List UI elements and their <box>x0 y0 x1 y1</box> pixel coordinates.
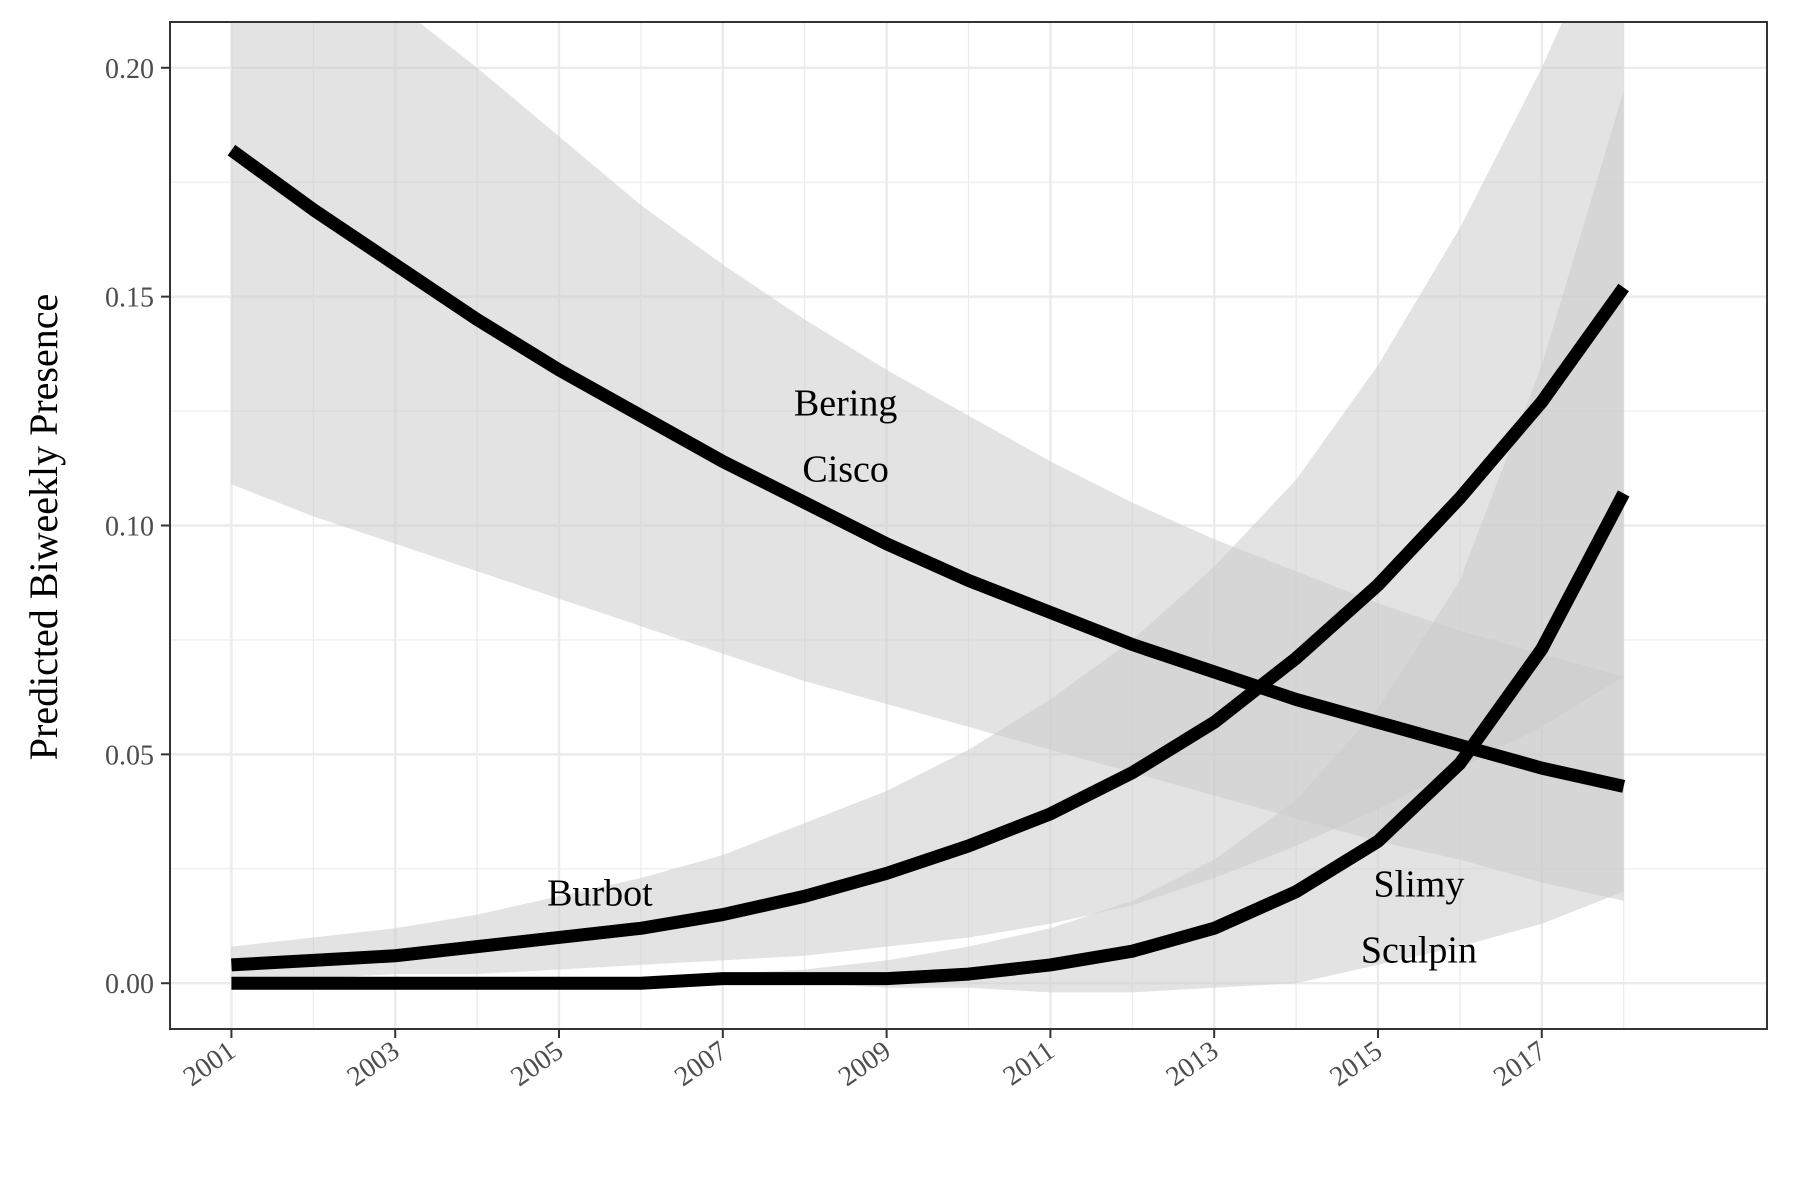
burbot-line <box>231 283 1629 972</box>
slimy-sculpin-label-line: Slimy <box>1374 863 1465 905</box>
y-tick-label: 0.20 <box>105 54 154 85</box>
bering-cisco-label-line: Bering <box>794 383 897 425</box>
y-axis-title: Predicted Biweekly Presence <box>21 294 66 761</box>
bering-cisco-label: Bering Cisco <box>794 383 897 491</box>
slimy-sculpin-line <box>231 490 1630 990</box>
burbot-label-line: Burbot <box>547 872 653 914</box>
burbot-label: Burbot <box>547 872 653 914</box>
series-labels: Bering Cisco Burbot Slimy Sculpin <box>547 383 1477 972</box>
y-tick-label: 0.05 <box>105 740 154 771</box>
y-tick-label: 0.10 <box>105 512 154 543</box>
series-lines <box>227 144 1630 990</box>
y-tick-label: 0.15 <box>105 283 154 314</box>
y-axis: 0.00 0.05 0.10 0.15 0.20 <box>105 54 170 1000</box>
slimy-sculpin-confidence-band <box>231 90 1624 993</box>
y-tick-label: 0.00 <box>105 969 154 1000</box>
slimy-sculpin-label: Slimy Sculpin <box>1361 863 1477 971</box>
bering-cisco-label-line: Cisco <box>802 449 889 491</box>
burbot-confidence-band <box>231 22 1624 979</box>
bering-cisco-line <box>227 144 1626 793</box>
slimy-sculpin-label-line: Sculpin <box>1361 929 1477 971</box>
